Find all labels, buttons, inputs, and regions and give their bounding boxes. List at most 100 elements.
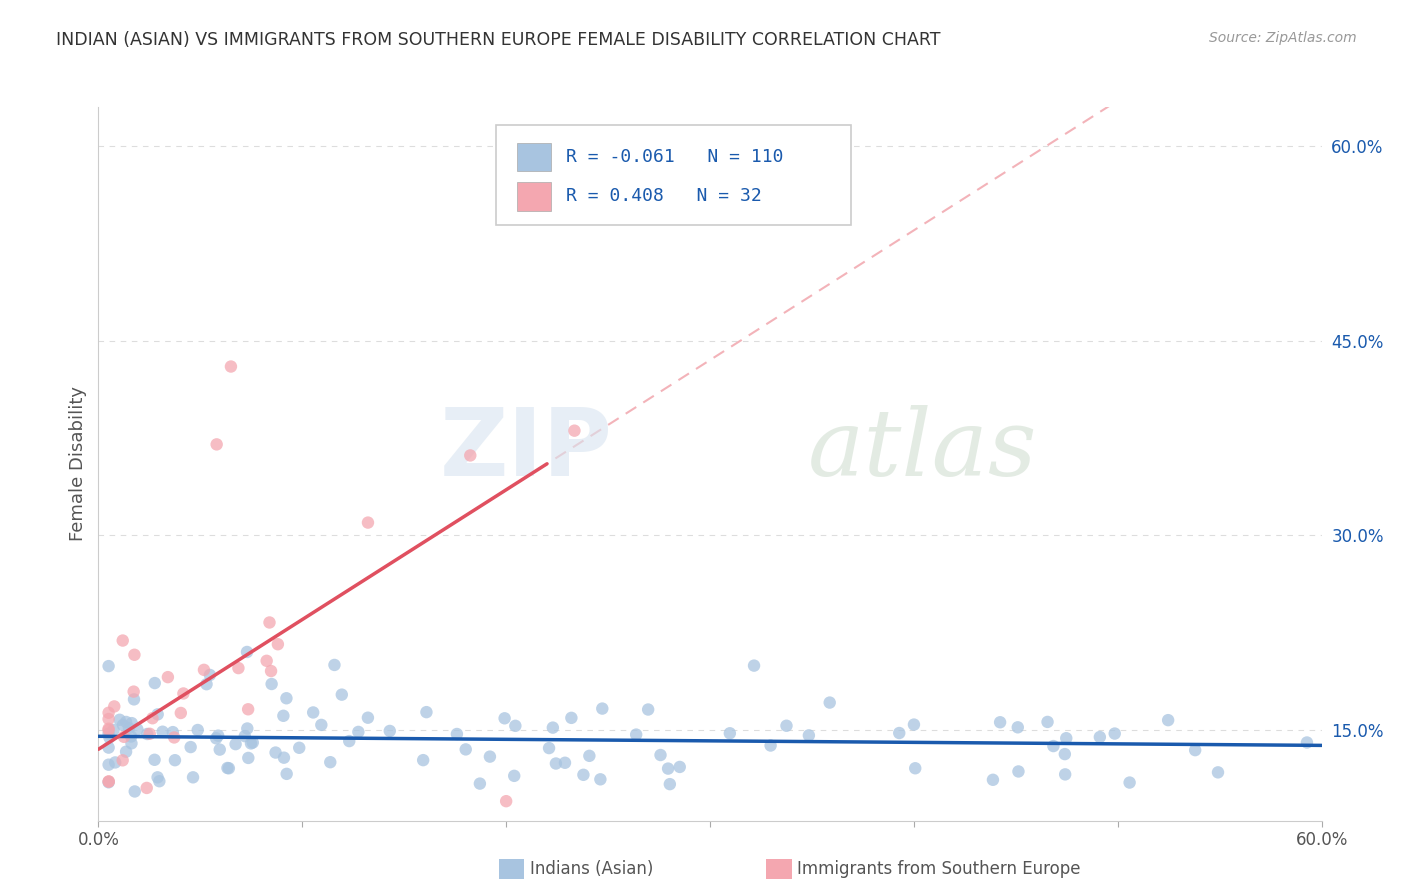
Point [141, 711, 163, 725]
Point [115, 745, 138, 759]
Point [207, 729, 229, 743]
Point [981, 772, 1004, 787]
Text: Source: ZipAtlas.com: Source: ZipAtlas.com [1209, 31, 1357, 45]
Point [1296, 735, 1319, 749]
Point [97, 659, 120, 673]
Point [121, 736, 143, 750]
Point [124, 784, 146, 798]
Point [903, 717, 925, 731]
Point [121, 716, 143, 731]
Text: INDIAN (ASIAN) VS IMMIGRANTS FROM SOUTHERN EUROPE FEMALE DISABILITY CORRELATION : INDIAN (ASIAN) VS IMMIGRANTS FROM SOUTHE… [56, 31, 941, 49]
Point [544, 756, 567, 771]
Point [1184, 743, 1206, 757]
Point [273, 708, 295, 723]
Bar [517, 143, 551, 171]
Point [97, 740, 120, 755]
Point [97, 712, 120, 726]
Point [1104, 726, 1126, 740]
Point [242, 735, 264, 749]
Y-axis label: Female Disability: Female Disability [69, 386, 87, 541]
Point [198, 668, 221, 682]
Point [718, 726, 741, 740]
Point [112, 730, 135, 744]
Point [138, 727, 160, 741]
Point [97, 775, 120, 789]
Point [378, 723, 401, 738]
Point [111, 633, 134, 648]
Point [238, 751, 260, 765]
Point [208, 742, 231, 756]
Point [302, 706, 325, 720]
Point [259, 615, 281, 630]
Point [668, 760, 690, 774]
Text: ZIP: ZIP [439, 403, 612, 496]
Point [217, 761, 239, 775]
Point [118, 721, 141, 735]
Point [319, 755, 342, 769]
Point [162, 725, 184, 739]
Point [124, 648, 146, 662]
Point [560, 711, 582, 725]
Point [264, 746, 287, 760]
Point [1007, 720, 1029, 734]
Point [591, 701, 613, 715]
Text: R = 0.408   N = 32: R = 0.408 N = 32 [565, 187, 762, 205]
Point [236, 645, 259, 659]
Point [1206, 765, 1229, 780]
Point [775, 719, 797, 733]
Point [146, 707, 169, 722]
Text: atlas: atlas [808, 405, 1038, 494]
Point [260, 677, 283, 691]
Point [415, 705, 437, 719]
Point [97, 722, 120, 736]
Point [458, 449, 481, 463]
Text: R = -0.061   N = 110: R = -0.061 N = 110 [565, 148, 783, 166]
Point [572, 768, 595, 782]
Point [1054, 731, 1077, 746]
Point [181, 770, 204, 784]
Point [103, 699, 125, 714]
Point [97, 774, 120, 789]
Point [267, 637, 290, 651]
Point [818, 696, 841, 710]
Point [541, 721, 564, 735]
Point [172, 686, 194, 700]
Point [143, 753, 166, 767]
Point [505, 719, 527, 733]
Point [148, 774, 170, 789]
Point [276, 767, 298, 781]
Point [1042, 739, 1064, 753]
Point [658, 777, 681, 791]
Point [219, 359, 242, 374]
Point [170, 706, 193, 720]
Point [988, 715, 1011, 730]
Point [446, 727, 468, 741]
Point [205, 437, 228, 451]
Point [650, 747, 672, 762]
Point [323, 657, 346, 672]
Point [97, 757, 120, 772]
Point [236, 702, 259, 716]
Point [193, 663, 215, 677]
Text: Indians (Asian): Indians (Asian) [530, 860, 654, 878]
Point [98, 731, 121, 745]
Point [97, 774, 120, 789]
Point [554, 756, 576, 770]
Point [135, 780, 157, 795]
Point [97, 706, 120, 720]
Point [273, 750, 295, 764]
Point [108, 713, 131, 727]
Point [311, 718, 333, 732]
Point [1118, 775, 1140, 789]
Point [195, 677, 218, 691]
Point [759, 739, 782, 753]
Point [163, 731, 186, 745]
Point [239, 736, 262, 750]
Point [742, 658, 765, 673]
Point [205, 731, 228, 746]
Point [578, 748, 600, 763]
Point [412, 753, 434, 767]
Text: Immigrants from Southern Europe: Immigrants from Southern Europe [797, 860, 1081, 878]
Point [589, 772, 612, 787]
Point [468, 776, 491, 790]
